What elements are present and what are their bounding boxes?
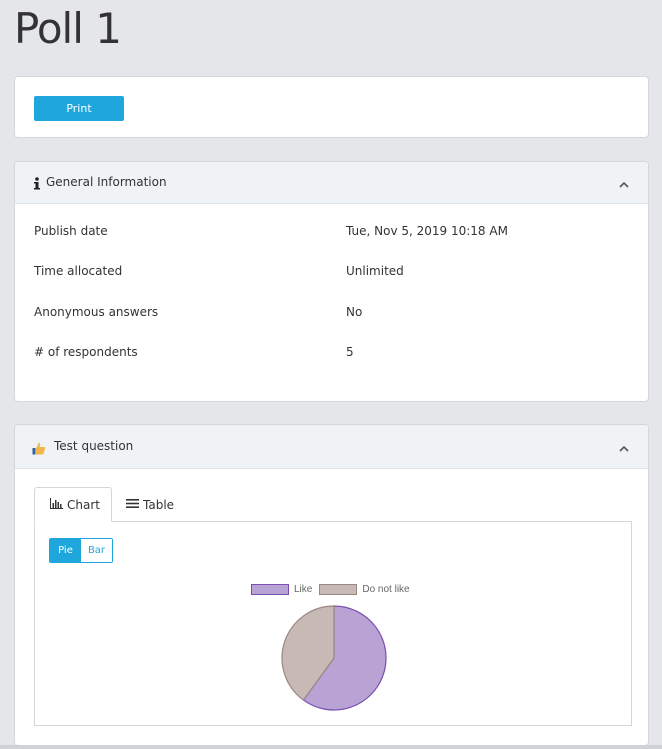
legend-swatch [251, 584, 289, 595]
general-information-title: General Information [46, 175, 167, 189]
info-value: Tue, Nov 5, 2019 10:18 AM [346, 224, 508, 238]
tab-chart[interactable]: Chart [34, 487, 112, 522]
pie-slice-like[interactable] [302, 605, 387, 711]
print-button[interactable]: Print [34, 96, 124, 121]
info-value: No [346, 305, 363, 319]
question-panel: Test question Chart Table Pie Bar Like [14, 424, 649, 746]
info-label: Publish date [34, 224, 108, 238]
chevron-up-icon[interactable] [618, 440, 630, 452]
info-label: Time allocated [34, 264, 123, 278]
chart-legend: Like Do not like [251, 584, 417, 595]
info-value: Unlimited [346, 264, 404, 278]
info-row-anonymous-answers: Anonymous answers No [34, 305, 629, 321]
chart-type-toggle: Pie Bar [49, 538, 113, 563]
legend-swatch [319, 584, 358, 595]
chevron-up-icon[interactable] [618, 176, 630, 188]
tab-table[interactable]: Table [126, 487, 186, 522]
legend-item-do-not-like[interactable]: Do not like [319, 584, 410, 595]
info-value: 5 [346, 345, 354, 359]
info-row-respondents: # of respondents 5 [34, 345, 629, 361]
question-title: Test question [54, 439, 134, 453]
legend-label: Do not like [362, 584, 410, 595]
general-information-header[interactable]: General Information [15, 162, 648, 204]
thumbs-up-icon [32, 440, 46, 459]
pie-slice-do-not-like[interactable] [281, 605, 335, 701]
info-row-publish-date: Publish date Tue, Nov 5, 2019 10:18 AM [34, 224, 629, 240]
question-tabs: Chart Table [34, 487, 632, 522]
page-bottom-border [0, 745, 662, 749]
pie-toggle-button[interactable]: Pie [50, 539, 81, 562]
tab-label: Chart [67, 497, 100, 512]
general-information-panel: General Information Publish date Tue, No… [14, 161, 649, 402]
legend-label: Like [294, 584, 313, 595]
print-panel: Print [14, 76, 649, 138]
chart-tab-content: Pie Bar Like Do not like [34, 521, 632, 726]
page-title: Poll 1 [14, 4, 122, 53]
bar-chart-icon [50, 497, 63, 512]
pie-chart [281, 605, 387, 711]
list-icon [126, 498, 139, 512]
info-label: Anonymous answers [34, 305, 159, 319]
info-row-time-allocated: Time allocated Unlimited [34, 264, 629, 280]
tab-label: Table [143, 497, 175, 512]
info-label: # of respondents [34, 345, 138, 359]
info-icon [33, 175, 41, 194]
bar-toggle-button[interactable]: Bar [81, 539, 112, 562]
legend-item-like[interactable]: Like [251, 584, 312, 595]
question-header[interactable]: Test question [15, 425, 648, 469]
